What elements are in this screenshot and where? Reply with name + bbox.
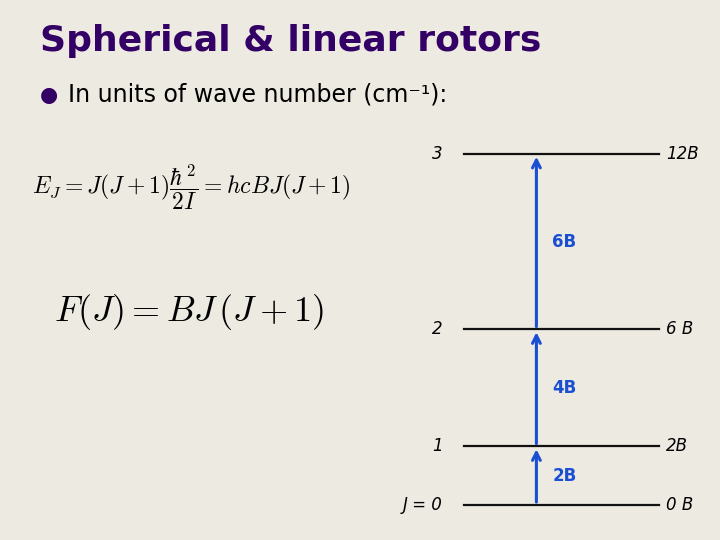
Text: 2B: 2B	[666, 437, 688, 455]
Text: $\mathit{F}(\mathit{J}) = \mathit{BJ}\,(\mathit{J}+1)$: $\mathit{F}(\mathit{J}) = \mathit{BJ}\,(…	[54, 292, 324, 332]
Text: In units of wave number (cm⁻¹):: In units of wave number (cm⁻¹):	[68, 83, 448, 106]
Text: 2B: 2B	[552, 467, 577, 485]
Text: Spherical & linear rotors: Spherical & linear rotors	[40, 24, 541, 58]
Text: 12B: 12B	[666, 145, 698, 163]
Text: 2: 2	[432, 320, 443, 339]
Text: 0 B: 0 B	[666, 496, 693, 514]
Text: 6B: 6B	[552, 233, 577, 251]
Text: 1: 1	[432, 437, 443, 455]
Text: ●: ●	[40, 84, 58, 105]
Text: $\mathit{E_J} = \mathit{J}(\mathit{J}+1)\dfrac{\hbar^{\,2}}{2\mathit{I}} = \math: $\mathit{E_J} = \mathit{J}(\mathit{J}+1)…	[32, 162, 351, 212]
Text: 3: 3	[432, 145, 443, 163]
Text: 6 B: 6 B	[666, 320, 693, 339]
Text: 4B: 4B	[552, 379, 577, 397]
Text: J = 0: J = 0	[403, 496, 443, 514]
